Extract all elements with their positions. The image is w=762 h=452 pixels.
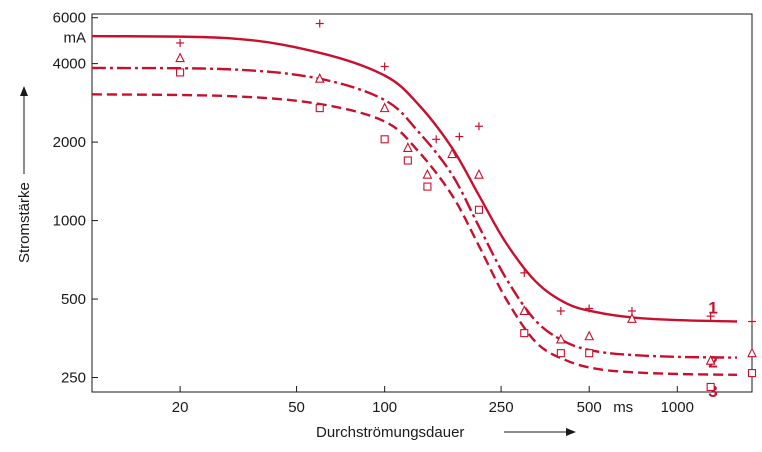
marker-plus	[315, 19, 324, 28]
marker-plus	[474, 122, 483, 131]
marker-triangle	[584, 330, 595, 341]
curve-3	[91, 93, 738, 376]
marker-triangle	[555, 333, 566, 344]
marker-plus	[748, 317, 756, 326]
y-tick-label: 1000	[53, 213, 86, 230]
x-tick-label: 250	[489, 399, 514, 416]
marker-plus	[520, 268, 529, 277]
curve-label-1: 1	[708, 299, 717, 318]
marker-square	[474, 205, 483, 214]
marker-square	[520, 329, 529, 338]
markers	[175, 19, 757, 392]
marker-plus	[556, 306, 565, 315]
y-tick-label: 2000	[53, 134, 86, 151]
curve-1	[91, 34, 738, 323]
y-tick-label: 4000	[53, 56, 86, 73]
marker-plus	[585, 304, 594, 313]
y-unit-label: mA	[64, 30, 87, 47]
marker-square	[556, 349, 565, 358]
marker-triangle	[705, 354, 716, 365]
marker-square	[380, 135, 389, 144]
marker-triangle	[519, 305, 530, 316]
y-ticks: 6000 4000 2000 1000 500 250	[53, 10, 98, 387]
marker-square	[747, 369, 757, 378]
y-axis-arrow-head	[20, 86, 28, 96]
x-tick-label: 50	[288, 399, 305, 416]
x-tick-label: 100	[372, 399, 397, 416]
marker-triangle	[175, 52, 185, 63]
marker-plus	[176, 38, 185, 47]
x-tick-label: 20	[172, 399, 189, 416]
marker-triangle	[627, 313, 637, 323]
y-axis-label: Stromstärke	[16, 182, 33, 263]
curve-2	[91, 66, 738, 359]
marker-triangle	[314, 73, 325, 83]
x-unit-label: ms	[613, 399, 633, 416]
labels: ms mA Durchströmungsdauer Stromstärke	[16, 30, 633, 441]
marker-triangle	[447, 148, 457, 159]
marker-plus	[706, 312, 715, 321]
curves: 123	[91, 34, 738, 401]
plot-frame	[91, 13, 753, 393]
x-ticks: 20 50 100 250 500 1000	[172, 386, 694, 416]
curve-label-3: 3	[708, 382, 717, 401]
marker-triangle	[402, 142, 413, 152]
x-tick-label: 1000	[661, 399, 694, 416]
marker-plus	[455, 132, 464, 141]
plot-border	[91, 13, 753, 393]
marker-plus	[380, 62, 389, 71]
marker-square	[176, 68, 185, 77]
x-axis-arrow-head	[566, 428, 576, 436]
marker-triangle	[422, 168, 433, 179]
marker-plus	[432, 135, 441, 144]
y-tick-label: 500	[61, 291, 86, 308]
marker-square	[585, 349, 594, 358]
x-tick-label: 500	[577, 399, 602, 416]
marker-square	[315, 104, 324, 113]
y-tick-label: 6000	[53, 10, 86, 27]
marker-square	[403, 156, 412, 165]
marker-triangle	[474, 168, 484, 179]
marker-square	[706, 382, 715, 392]
marker-triangle	[747, 347, 757, 358]
x-axis-label: Durchströmungsdauer	[316, 424, 464, 441]
y-tick-label: 250	[61, 370, 86, 387]
marker-square	[423, 182, 432, 191]
marker-triangle	[379, 102, 390, 113]
